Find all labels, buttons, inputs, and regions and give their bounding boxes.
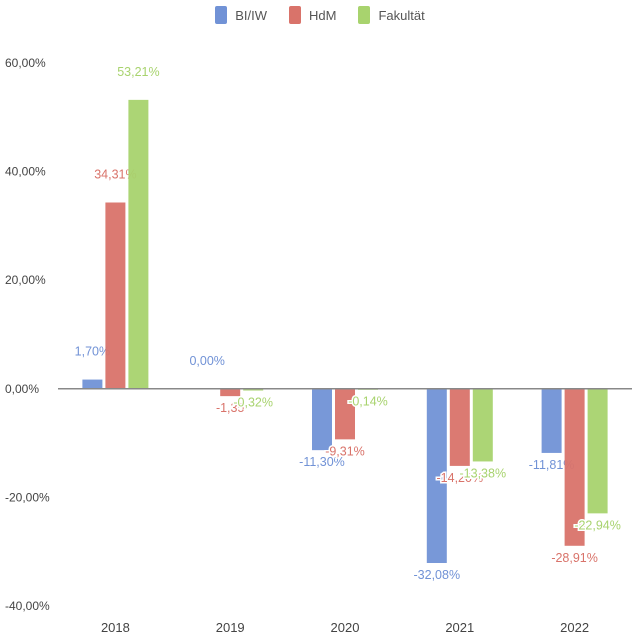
legend-label: HdM [309,7,337,23]
y-tick-label: 60,00% [5,56,46,70]
bar-bi-iw-2018 [82,379,103,389]
chart-legend: BI/IW HdM Fakultät [0,6,640,24]
legend-swatch [289,6,302,24]
data-label: 0,00% [189,354,224,368]
data-label: -11,30% [299,455,345,469]
bar-fakult-t-2018 [128,99,149,389]
bar-hdm-2022 [564,388,585,546]
legend-item-1[interactable]: HdM [289,6,336,24]
data-label: 53,21% [117,65,159,79]
data-label: -32,08% [414,568,461,582]
bar-hdm-2021 [449,388,470,466]
legend-item-0[interactable]: BI/IW [215,6,267,24]
x-tick-label: 2022 [560,620,589,635]
data-label: -0,14% [348,395,388,409]
bar-hdm-2018 [105,202,126,389]
bar-fakult-t-2021 [472,388,493,462]
bar-fakult-t-2019 [243,388,264,391]
data-label: 1,70% [75,345,110,359]
bar-hdm-2020 [335,388,355,440]
bar-bi-iw-2022 [541,388,562,453]
y-tick-label: -40,00% [5,599,50,613]
y-tick-label: 20,00% [5,273,46,287]
legend-swatch [358,6,371,24]
y-tick-label: 0,00% [5,382,39,396]
bar-hdm-2019 [220,388,241,397]
legend-item-2[interactable]: Fakultät [358,6,425,24]
bar-bi-iw-2021 [426,388,447,563]
data-label: -9,31% [325,444,365,458]
legend-label: Fakultät [378,7,425,23]
bar-bi-iw-2020 [312,388,332,451]
data-label: -22,94% [574,518,621,532]
data-label: -0,32% [233,396,273,410]
y-tick-label: -20,00% [5,490,50,504]
data-label: 34,31% [94,167,136,181]
bar-fakult-t-2022 [587,388,608,514]
data-label: -13,38% [460,466,507,480]
x-tick-label: 2020 [331,620,360,635]
y-tick-label: 40,00% [5,165,46,179]
x-tick-label: 2021 [445,620,474,635]
data-label: -28,91% [551,551,598,565]
data-label: -14,20% [437,471,484,485]
legend-label: BI/IW [235,7,268,23]
legend-swatch [215,6,228,24]
x-tick-label: 2019 [216,620,245,635]
data-label: -1,35 [216,401,245,415]
x-tick-label: 2018 [101,620,130,635]
data-label: -11,81% [529,458,575,472]
